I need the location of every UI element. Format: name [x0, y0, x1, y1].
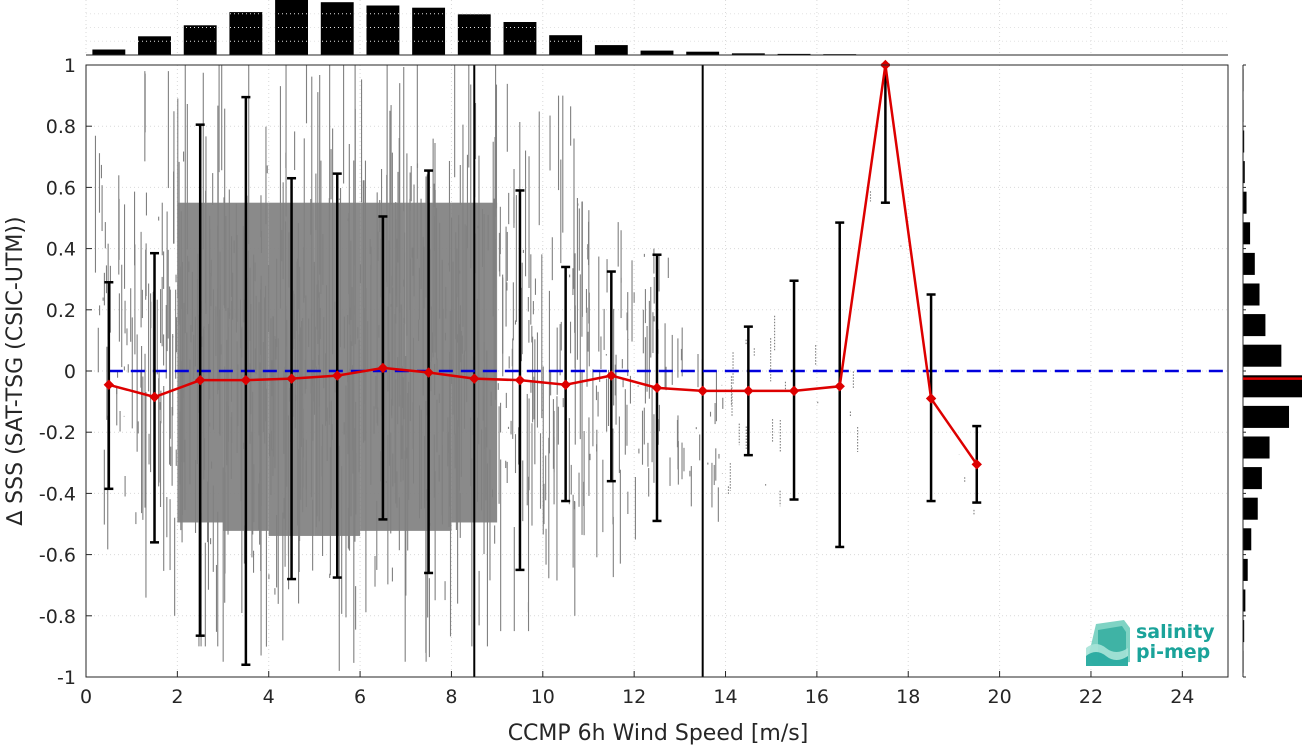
top-hist-bar: [641, 51, 674, 55]
mean-marker: [790, 386, 799, 395]
x-tick-label: 20: [988, 686, 1012, 708]
mean-marker: [150, 393, 159, 402]
x-tick-label: 0: [80, 686, 92, 708]
y-tick-label: 0.8: [46, 116, 76, 138]
y-tick-label: -0.4: [39, 483, 76, 505]
y-tick-label: -1: [57, 667, 76, 689]
salinity-pi-mep-logo: salinity pi-mep: [1086, 620, 1215, 666]
top-hist-bar: [504, 22, 537, 55]
right-hist-bar: [1243, 498, 1258, 520]
y-tick-label: -0.8: [39, 606, 76, 628]
x-tick-label: 2: [171, 686, 183, 708]
mean-marker: [104, 380, 113, 389]
top-hist-bar: [549, 35, 582, 55]
top-hist-bar: [458, 14, 491, 55]
top-hist-bar: [184, 25, 217, 55]
logo-mark-icon: [1086, 620, 1130, 666]
mean-marker: [744, 386, 753, 395]
top-hist-bar: [412, 8, 445, 55]
y-tick-label: 0.4: [46, 239, 76, 261]
y-axis-label: ∆ SSS (SAT-TSG (CSIC-UTM)): [3, 216, 28, 526]
top-hist-bar: [366, 6, 399, 56]
x-tick-label: 8: [445, 686, 457, 708]
top-hist-bar: [595, 45, 628, 55]
x-tick-label: 12: [622, 686, 646, 708]
logo-line2: pi-mep: [1136, 641, 1210, 663]
top-histogram: [86, 0, 1228, 55]
y-tick-label: 1: [64, 55, 76, 77]
right-hist-bar: [1243, 314, 1265, 336]
right-hist-bar: [1243, 436, 1270, 458]
y-tick-label: 0.2: [46, 300, 76, 322]
y-tick-label: 0.6: [46, 177, 76, 199]
top-hist-bar: [321, 2, 354, 55]
mean-marker: [561, 380, 570, 389]
x-axis-label: CCMP 6h Wind Speed [m/s]: [508, 721, 809, 746]
x-tick-label: 24: [1170, 686, 1194, 708]
right-hist-bar: [1243, 192, 1247, 214]
right-hist-bar: [1243, 406, 1289, 428]
top-hist-bar: [92, 50, 125, 56]
x-tick-label: 22: [1079, 686, 1103, 708]
right-hist-bar: [1243, 559, 1248, 581]
top-hist-bar: [229, 12, 262, 55]
mean-marker: [698, 386, 707, 395]
right-histogram: [1243, 65, 1302, 677]
top-hist-bar: [138, 36, 171, 55]
right-hist-bar: [1243, 253, 1255, 275]
x-tick-label: 6: [354, 686, 366, 708]
right-hist-bar: [1243, 467, 1262, 489]
right-hist-bar: [1243, 222, 1250, 244]
right-hist-bar: [1243, 283, 1260, 305]
x-tick-label: 10: [531, 686, 555, 708]
x-tick-label: 16: [805, 686, 829, 708]
y-tick-label: 0: [64, 361, 76, 383]
top-hist-bar: [275, 0, 308, 55]
right-hist-bar: [1243, 345, 1281, 367]
x-tick-label: 18: [896, 686, 920, 708]
y-tick-label: -0.2: [39, 422, 76, 444]
y-tick-label: -0.6: [39, 545, 76, 567]
mean-marker: [653, 383, 662, 392]
mean-marker: [515, 376, 524, 385]
logo-line1: salinity: [1136, 621, 1215, 643]
right-hist-bar: [1243, 528, 1251, 550]
x-tick-label: 14: [713, 686, 737, 708]
mean-marker: [835, 382, 844, 391]
x-tick-label: 4: [263, 686, 275, 708]
